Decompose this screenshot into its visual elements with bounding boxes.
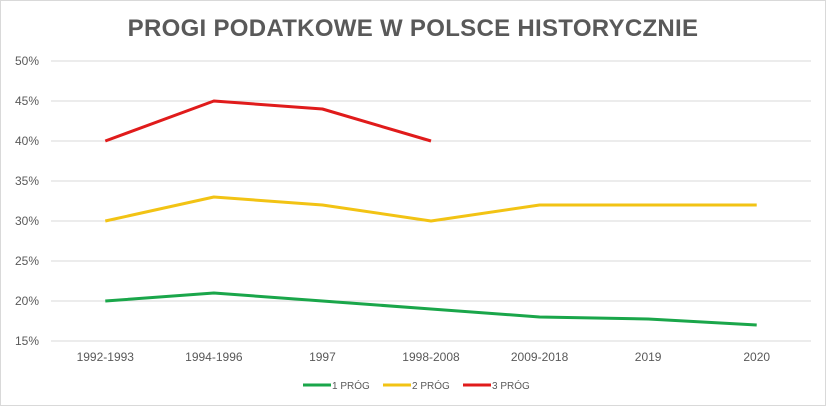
x-tick-label: 1992-1993 <box>77 350 135 364</box>
y-tick-label: 50% <box>15 54 39 68</box>
series-line-2 <box>104 195 757 223</box>
x-tick-label: 1998-2008 <box>402 350 460 364</box>
legend-label-3: 3 PRÓG <box>492 379 530 392</box>
y-tick-label: 25% <box>15 254 39 268</box>
y-tick-label: 20% <box>15 294 39 308</box>
x-tick-label: 1997 <box>309 350 336 364</box>
y-tick-label: 35% <box>15 174 39 188</box>
y-tick-label: 45% <box>15 94 39 108</box>
y-tick-label: 40% <box>15 134 39 148</box>
chart-title: PROGI PODATKOWE W POLSCE HISTORYCZNIE <box>127 15 699 42</box>
legend-label-1: 1 PRÓG <box>332 379 370 392</box>
x-tick-label: 2020 <box>743 350 770 364</box>
y-tick-label: 15% <box>15 334 39 348</box>
x-tick-label: 2019 <box>635 350 662 364</box>
x-tick-label: 2009-2018 <box>511 350 569 364</box>
series-line-1 <box>105 291 757 327</box>
y-tick-label: 30% <box>15 214 39 228</box>
legend-label-2: 2 PRÓG <box>412 379 450 392</box>
x-tick-label: 1994-1996 <box>185 350 243 364</box>
series-line-3 <box>104 99 432 143</box>
